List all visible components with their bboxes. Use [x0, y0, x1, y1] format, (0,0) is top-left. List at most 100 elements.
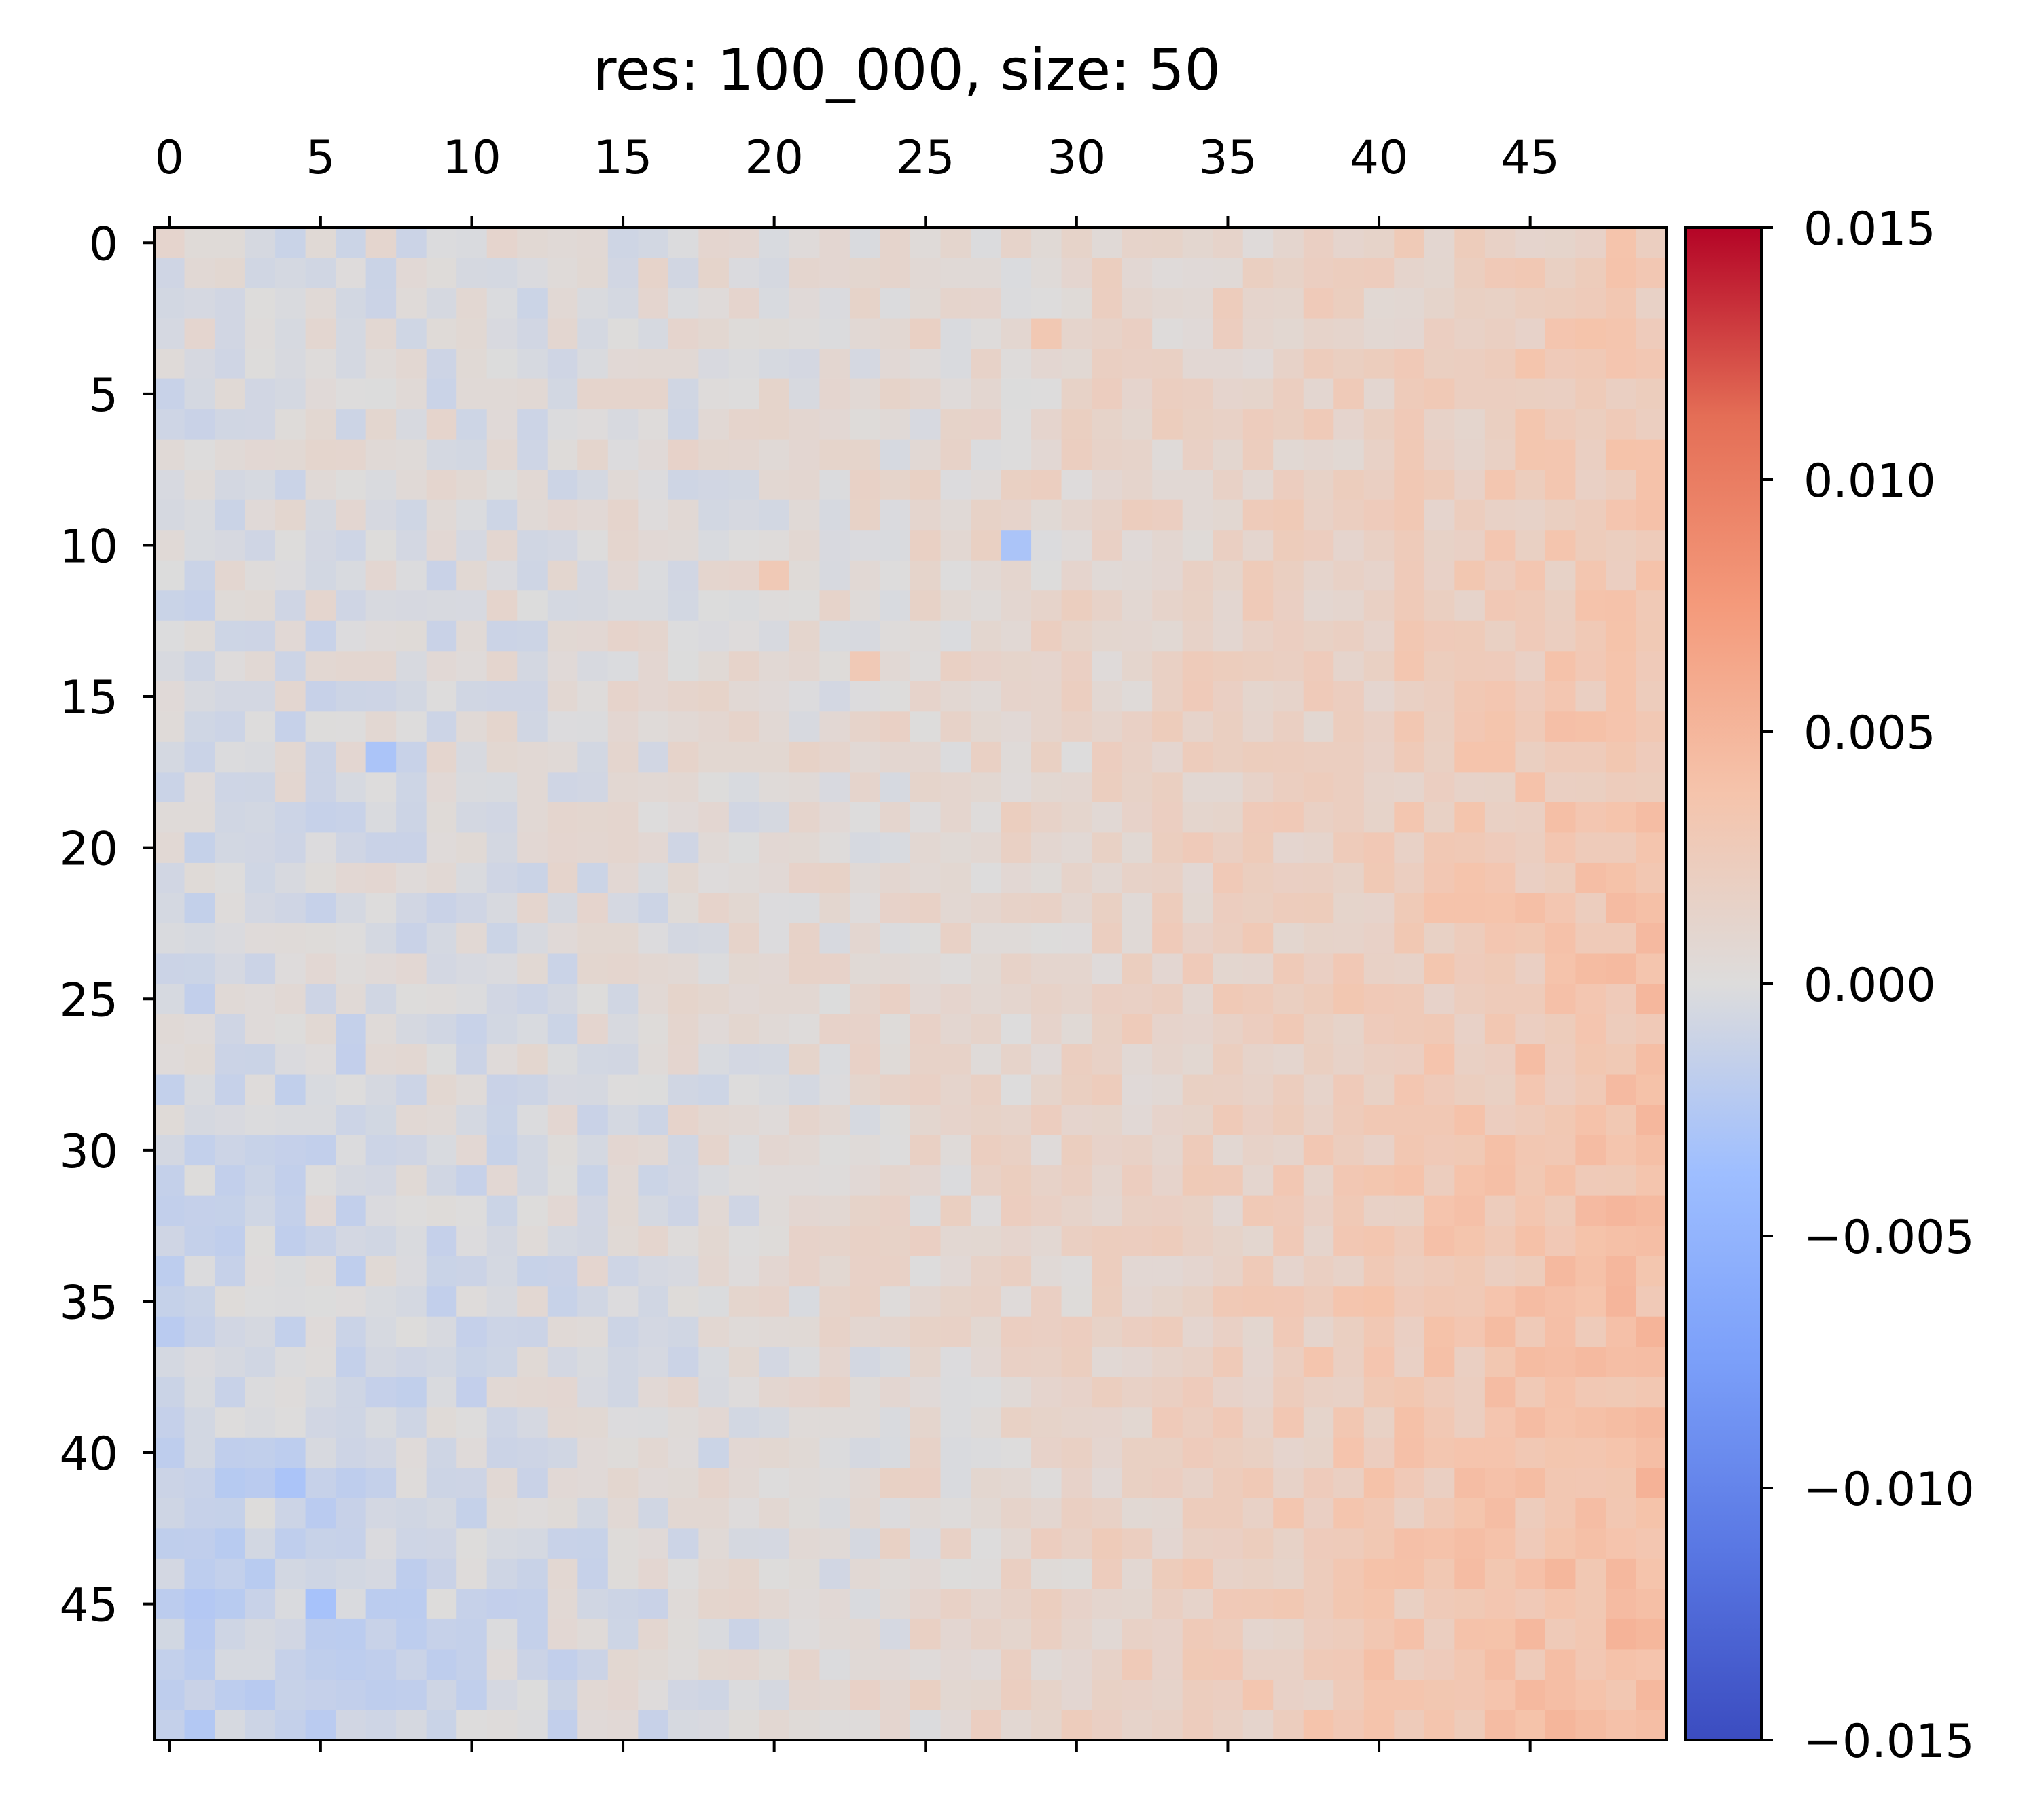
heatmap-cell: [547, 1528, 578, 1559]
heatmap-cell: [940, 1710, 971, 1741]
heatmap-cell: [1333, 832, 1365, 864]
heatmap-cell: [698, 620, 730, 652]
heatmap-cell: [1484, 953, 1516, 985]
heatmap-cell: [971, 288, 1002, 319]
heatmap-cell: [1092, 1498, 1123, 1529]
heatmap-cell: [547, 349, 578, 380]
heatmap-cell: [1545, 1347, 1577, 1378]
heatmap-cell: [517, 1135, 548, 1166]
heatmap-cell: [1182, 772, 1213, 803]
heatmap-cell: [728, 1286, 759, 1317]
heatmap-cell: [1636, 862, 1667, 894]
heatmap-cell: [1515, 288, 1546, 319]
y-tick-label: 30: [59, 1125, 118, 1179]
heatmap-cell: [1122, 893, 1153, 924]
heatmap-cell: [880, 288, 911, 319]
heatmap-cell: [1061, 499, 1092, 531]
heatmap-cell: [577, 1377, 609, 1408]
heatmap-cell: [971, 1407, 1002, 1438]
heatmap-cell: [215, 1014, 246, 1045]
heatmap-cell: [1213, 802, 1244, 833]
heatmap-cell: [607, 1256, 639, 1287]
heatmap-cell: [1424, 530, 1455, 561]
heatmap-cell: [1333, 499, 1365, 531]
heatmap-cell: [638, 499, 669, 531]
heatmap-cell: [1605, 1316, 1637, 1347]
heatmap-cell: [607, 802, 639, 833]
heatmap-cell: [547, 439, 578, 470]
heatmap-cell: [849, 318, 881, 349]
heatmap-cell: [1545, 258, 1577, 289]
heatmap-cell: [880, 1618, 911, 1650]
heatmap-cell: [426, 984, 457, 1015]
heatmap-cell: [1636, 1165, 1667, 1197]
heatmap-cell: [456, 1226, 488, 1257]
heatmap-cell: [698, 1014, 730, 1045]
heatmap-cell: [1001, 620, 1032, 652]
heatmap-cell: [940, 711, 971, 743]
heatmap-cell: [1545, 1135, 1577, 1166]
heatmap-cell: [1636, 409, 1667, 440]
heatmap-cell: [1484, 1165, 1516, 1197]
heatmap-cell: [1484, 741, 1516, 773]
heatmap-cell: [698, 862, 730, 894]
heatmap-cell: [1424, 258, 1455, 289]
heatmap-cell: [1363, 651, 1395, 682]
heatmap-cell: [154, 1165, 185, 1197]
heatmap-cell: [1394, 1226, 1425, 1257]
heatmap-cell: [305, 772, 336, 803]
heatmap-cell: [336, 530, 367, 561]
heatmap-cell: [1273, 318, 1304, 349]
heatmap-cell: [1484, 1195, 1516, 1226]
heatmap-cell: [486, 288, 518, 319]
heatmap-cell: [1031, 590, 1062, 622]
heatmap-cell: [305, 1468, 336, 1499]
heatmap-cell: [910, 832, 942, 864]
heatmap-cell: [1515, 1014, 1546, 1045]
heatmap-cell: [1182, 288, 1213, 319]
heatmap-cell: [184, 439, 215, 470]
heatmap-cell: [1605, 1437, 1637, 1468]
heatmap-cell: [517, 1105, 548, 1136]
heatmap-cell: [1484, 1649, 1516, 1680]
heatmap-cell: [456, 1195, 488, 1226]
heatmap-cell: [880, 1377, 911, 1408]
heatmap-cell: [1363, 1618, 1395, 1650]
heatmap-cell: [1303, 258, 1334, 289]
heatmap-cell: [396, 228, 427, 259]
heatmap-cell: [607, 439, 639, 470]
heatmap-cell: [668, 499, 699, 531]
heatmap-cell: [305, 1074, 336, 1105]
x-tick-label: 30: [1047, 131, 1107, 185]
heatmap-cell: [365, 802, 397, 833]
heatmap-cell: [1152, 1014, 1183, 1045]
heatmap-cell: [426, 1014, 457, 1045]
heatmap-cell: [1394, 378, 1425, 410]
heatmap-cell: [1061, 1165, 1092, 1197]
heatmap-cell: [1273, 1558, 1304, 1589]
heatmap-cell: [1303, 1437, 1334, 1468]
heatmap-cell: [1333, 349, 1365, 380]
heatmap-cell: [1545, 1316, 1577, 1347]
heatmap-cell: [1122, 862, 1153, 894]
heatmap-cell: [638, 1195, 669, 1226]
heatmap-cell: [245, 1498, 276, 1529]
heatmap-cell: [940, 1074, 971, 1105]
heatmap-cell: [1454, 711, 1486, 743]
heatmap-cell: [910, 1347, 942, 1378]
heatmap-cell: [517, 681, 548, 712]
heatmap-cell: [910, 439, 942, 470]
heatmap-cell: [910, 590, 942, 622]
heatmap-cell: [577, 862, 609, 894]
heatmap-cell: [698, 590, 730, 622]
heatmap-cell: [1484, 984, 1516, 1015]
heatmap-cell: [365, 530, 397, 561]
heatmap-cell: [1001, 1135, 1032, 1166]
heatmap-cell: [1394, 1165, 1425, 1197]
heatmap-cell: [1484, 1498, 1516, 1529]
heatmap-cell: [1605, 530, 1637, 561]
heatmap-cell: [698, 439, 730, 470]
heatmap-cell: [971, 741, 1002, 773]
heatmap-cell: [728, 893, 759, 924]
heatmap-cell: [1242, 1165, 1274, 1197]
